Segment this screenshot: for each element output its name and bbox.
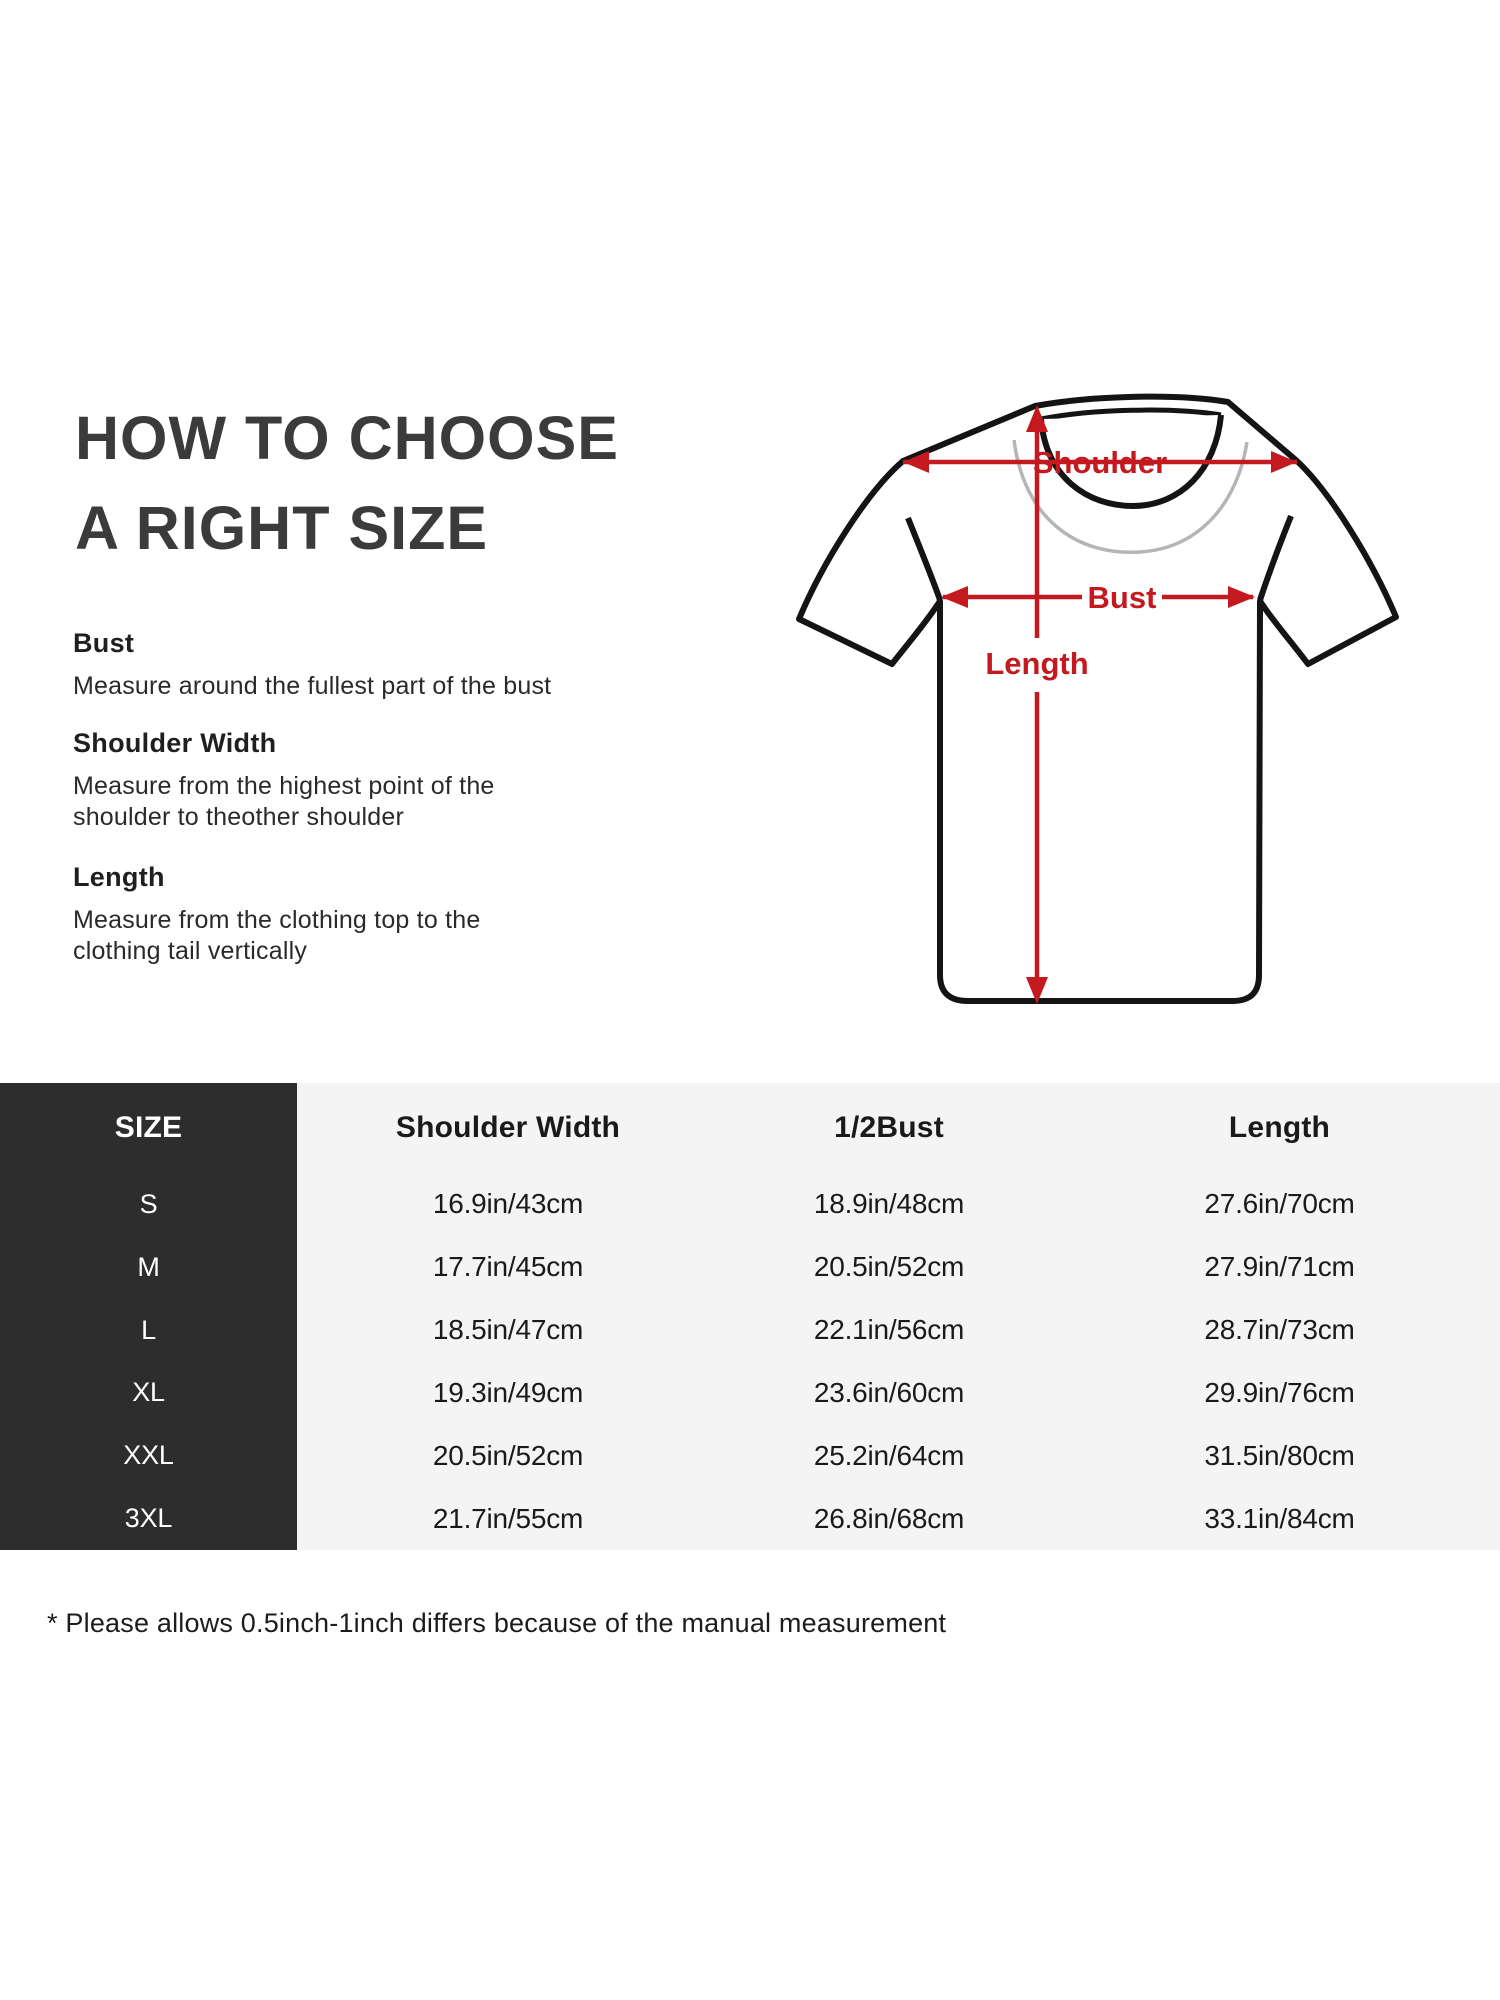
instruction-length-heading: Length [73,862,165,892]
table-cell-half-bust: 26.8in/68cm [813,1502,965,1534]
table-cell-shoulder: 21.7in/55cm [432,1502,584,1534]
table-cell-shoulder: 20.5in/52cm [432,1439,584,1471]
size-table-header-shoulder: Shoulder Width [395,1111,621,1144]
tshirt-outline [796,393,1399,1004]
collar-shadow [1012,439,1249,555]
bust-arrowhead-right [1228,586,1255,608]
instruction-bust-heading: Bust [73,628,135,658]
instruction-shoulder-width: Shoulder Width Measure from the highest … [73,728,633,833]
table-cell-half-bust: 22.1in/56cm [813,1314,965,1346]
size-table-header-length: Length [1228,1111,1331,1144]
title-line-2: A RIGHT SIZE [75,494,489,562]
table-cell-length: 27.9in/71cm [1204,1251,1355,1283]
table-cell-length: 27.6in/70cm [1204,1188,1355,1220]
collar-band [1040,407,1222,422]
right-sleeve-seam [1257,514,1294,601]
table-cell-shoulder: 17.7in/45cm [432,1251,584,1283]
instruction-shoulder-heading: Shoulder Width [73,728,277,758]
table-cell-shoulder: 18.5in/47cm [432,1314,584,1346]
instruction-bust: Bust Measure around the fullest part of … [73,628,633,702]
table-cell-half-bust: 25.2in/64cm [813,1439,965,1471]
bust-diagram-label: Bust [1088,580,1157,615]
title-line-1: HOW TO CHOOSE [75,404,619,472]
table-cell-half-bust: 20.5in/52cm [813,1251,965,1283]
shoulder-arrowhead-right [1271,451,1297,473]
page-title: HOW TO CHOOSE A RIGHT SIZE [75,393,619,573]
instruction-bust-text: Measure around the fullest part of the b… [73,672,552,700]
size-table-header-half-bust: 1/2Bust [834,1111,944,1144]
length-arrowhead-down [1026,977,1048,1004]
shoulder-diagram-label: Shoulder [1033,445,1167,480]
table-row-size-label: XXL [0,1424,297,1488]
table-cell-length: 31.5in/80cm [1204,1439,1355,1471]
left-sleeve-seam [905,516,943,601]
measurement-disclaimer: * Please allows 0.5inch-1inch differs be… [47,1608,947,1638]
tshirt-measurement-diagram: Shoulder Bust Length [796,393,1399,1004]
table-cell-half-bust: 18.9in/48cm [813,1188,965,1220]
table-row-size-label: XL [0,1361,297,1425]
length-arrowhead-up [1026,405,1048,432]
instruction-length-text: Measure from the clothing top to the clo… [73,906,481,965]
table-cell-half-bust: 23.6in/60cm [813,1376,965,1408]
table-cell-length: 29.9in/76cm [1204,1376,1355,1408]
table-cell-shoulder: 19.3in/49cm [432,1376,584,1408]
table-row-size-label: S [0,1173,297,1236]
table-row-size-label: L [0,1298,297,1362]
table-cell-length: 28.7in/73cm [1204,1314,1355,1346]
instruction-length: Length Measure from the clothing top to … [73,862,633,967]
size-table: SIZE Shoulder Width 1/2Bust Length S 16.… [0,1083,1500,1550]
shoulder-arrowhead-left [903,451,929,473]
table-row-size-label: 3XL [0,1487,297,1550]
table-row-size-label: M [0,1235,297,1299]
table-cell-shoulder: 16.9in/43cm [432,1188,584,1220]
table-cell-length: 33.1in/84cm [1204,1502,1355,1534]
instruction-shoulder-text: Measure from the highest point of the sh… [73,772,495,831]
length-diagram-label: Length [985,646,1088,681]
bust-arrowhead-left [941,586,968,608]
size-table-header-size: SIZE [0,1083,297,1173]
